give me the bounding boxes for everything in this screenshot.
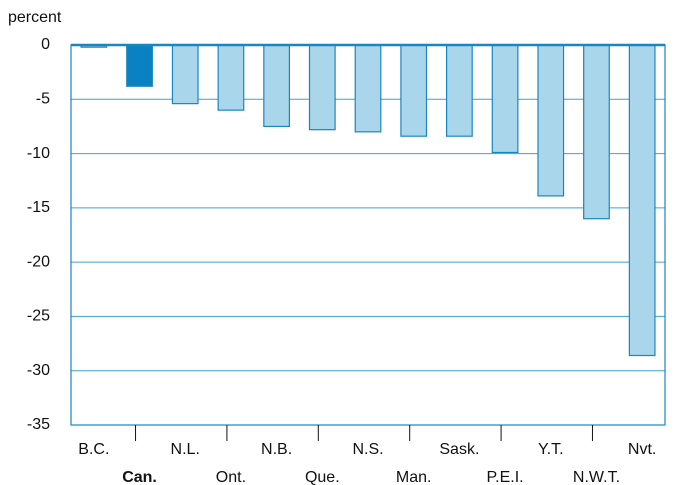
bar: [171, 44, 199, 105]
x-tick-label: Man.: [396, 469, 432, 485]
y-tick-label: -20: [27, 253, 50, 270]
y-tick-label: 0: [41, 36, 50, 53]
bar: [354, 44, 382, 133]
bar: [126, 44, 153, 87]
x-tick-label: Y.T.: [538, 441, 564, 458]
bar: [445, 44, 473, 137]
bar: [537, 44, 565, 197]
bar: [217, 44, 245, 111]
bar: [400, 44, 428, 137]
x-tick-label: Can.: [122, 469, 157, 485]
bar: [308, 44, 336, 131]
x-tick-label: Que.: [305, 469, 340, 485]
x-tick-label: Nvt.: [628, 441, 656, 458]
y-tick-label: -35: [27, 416, 50, 433]
y-tick-label: -15: [27, 199, 50, 216]
x-tick-label: Ont.: [216, 469, 246, 485]
x-tick-label: N.B.: [261, 441, 292, 458]
y-axis-label: percent: [8, 9, 62, 26]
x-tick-label: N.S.: [352, 441, 383, 458]
bar: [491, 44, 519, 154]
bar: [263, 44, 291, 128]
y-tick-label: -25: [27, 308, 50, 325]
x-tick-label: B.C.: [78, 441, 109, 458]
bar: [628, 44, 656, 357]
bar: [583, 44, 610, 220]
x-tick-label: N.W.T.: [573, 469, 620, 485]
x-tick-label: P.E.I.: [487, 469, 524, 485]
y-tick-label: -5: [36, 91, 50, 108]
y-tick-label: -30: [27, 362, 50, 379]
x-tick-label: Sask.: [439, 441, 479, 458]
y-tick-label: -10: [27, 145, 50, 162]
x-tick-label: N.L.: [171, 441, 200, 458]
